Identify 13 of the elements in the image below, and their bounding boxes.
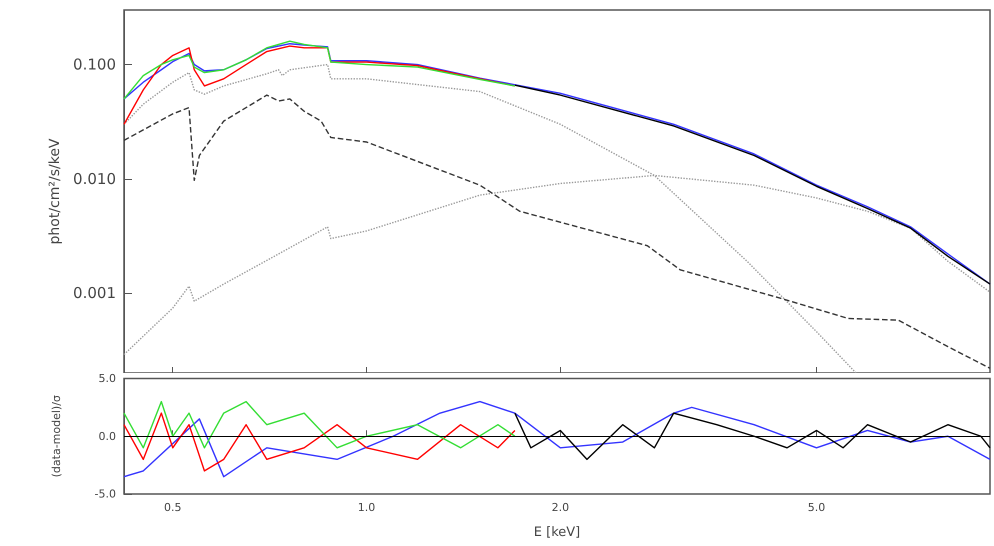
y-tick-label: 0.100 [73,56,116,74]
y-tick-label: 5.0 [98,372,116,385]
x-tick-label: 5.0 [808,501,826,514]
y-tick-label: 0.0 [98,430,116,443]
x-tick-label: 0.5 [164,501,182,514]
x-axis-title: E [keV] [534,525,580,540]
y-axis-title: phot/cm²/s/keV [47,138,63,245]
y-tick-label: 0.001 [73,284,116,302]
y-tick-label: -5.0 [94,488,116,500]
y-tick-label: 0.010 [73,170,116,188]
x-tick-label: 2.0 [552,501,570,514]
y-axis-title: (data-model)/σ [50,395,63,478]
x-tick-label: 1.0 [358,501,376,514]
